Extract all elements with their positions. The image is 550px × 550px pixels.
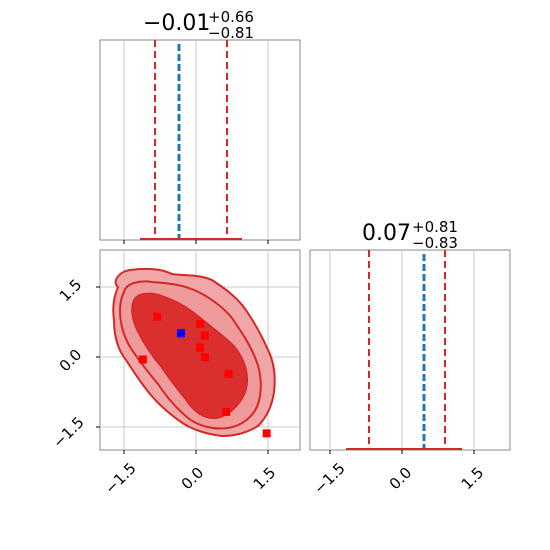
br-title-sub: −0.83 — [412, 234, 458, 252]
bottom-right-panel: 0.07 +0.81 −0.83 −1.5 0.0 1.5 — [309, 218, 511, 498]
bl-ytick-label-2: 0.0 — [56, 346, 86, 376]
red-point-6 — [200, 353, 209, 362]
top-left-title: −0.01 — [143, 11, 210, 36]
br-xtick-label-2: 0.0 — [386, 464, 416, 494]
br-title-sup: +0.81 — [412, 218, 458, 236]
br-xtick-label-1: −1.5 — [310, 459, 348, 497]
bl-ytick-label-3: −1.5 — [49, 413, 87, 451]
blue-point-1 — [176, 329, 185, 338]
bottom-left-panel: 1.5 0.0 −1.5 −1.5 0.0 1.5 — [49, 249, 301, 498]
density-inner-region — [131, 292, 248, 420]
red-point-9 — [262, 429, 271, 438]
bl-xtick-label-1: −1.5 — [101, 459, 139, 497]
br-xtick-label-3: 1.5 — [458, 464, 488, 494]
top-left-panel: −0.01 +0.66 −0.81 — [99, 8, 301, 244]
bottom-right-frame — [309, 249, 511, 451]
top-left-title-main: −0.01 — [143, 11, 210, 36]
bl-xtick-label-3: 1.5 — [250, 464, 280, 494]
bottom-left-frame — [99, 249, 301, 451]
points-layer — [138, 312, 271, 438]
bl-xticks: −1.5 0.0 1.5 — [101, 450, 279, 498]
red-point-4 — [196, 343, 204, 352]
red-point-3 — [196, 319, 204, 328]
br-title-main: 0.07 — [362, 221, 411, 246]
red-point-2 — [138, 355, 147, 364]
red-point-7 — [224, 369, 233, 378]
bl-yticks: 1.5 0.0 −1.5 — [49, 276, 100, 452]
red-point-8 — [222, 407, 231, 416]
top-left-frame — [99, 39, 301, 241]
top-left-title-sup: +0.66 — [208, 8, 254, 26]
red-point-5 — [200, 331, 209, 340]
top-left-title-sub: −0.81 — [208, 24, 254, 42]
bl-xtick-label-2: 0.0 — [178, 464, 208, 494]
bl-ytick-label-1: 1.5 — [56, 276, 86, 306]
red-point-1 — [153, 312, 162, 321]
